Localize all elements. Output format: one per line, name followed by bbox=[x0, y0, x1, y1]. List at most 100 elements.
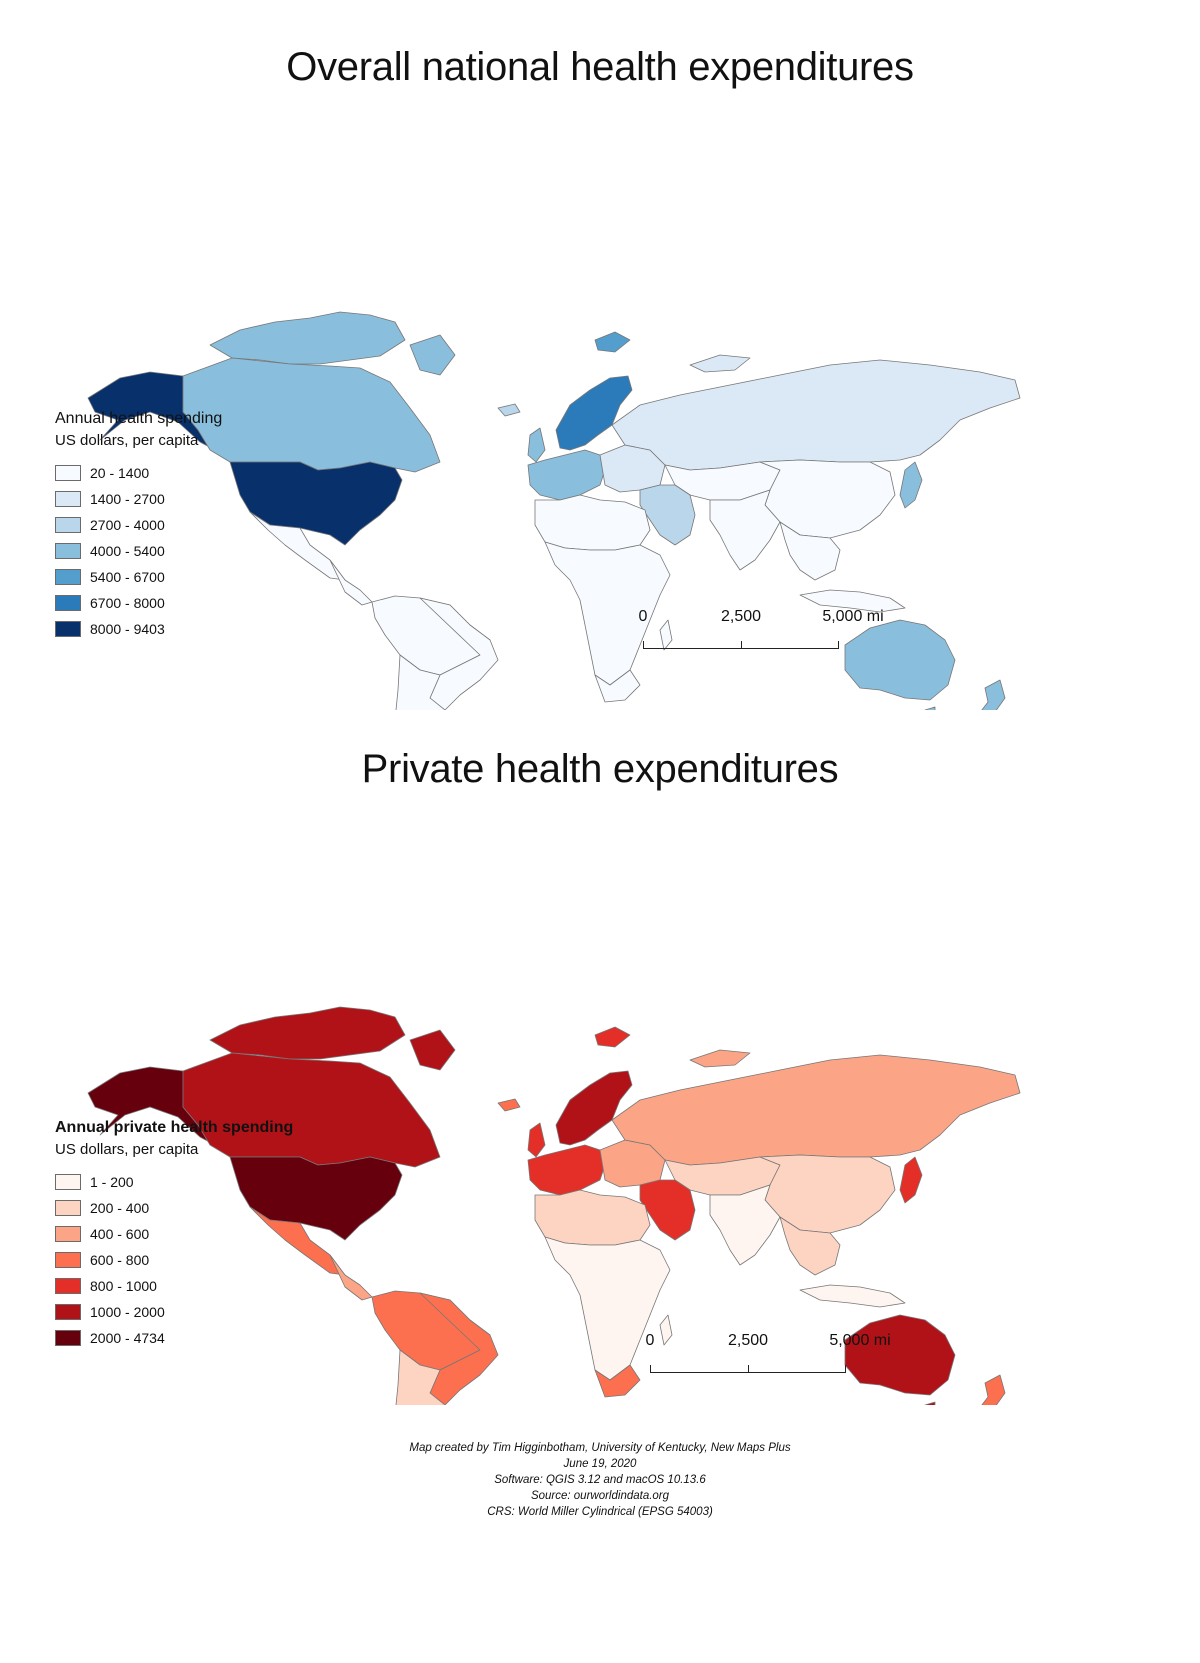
region-tasmania bbox=[924, 706, 936, 710]
legend-item: 400 - 600 bbox=[55, 1221, 293, 1247]
legend-subtitle: US dollars, per capita bbox=[55, 1141, 199, 1158]
region-sub-saharan-africa bbox=[544, 541, 671, 686]
scale-bar-private: 0 2,500 5,000 mi bbox=[646, 1332, 910, 1382]
credit-line: Software: QGIS 3.12 and macOS 10.13.6 bbox=[494, 1474, 706, 1486]
region-alaska bbox=[87, 1066, 216, 1146]
scale-tick bbox=[838, 641, 839, 649]
legend-item: 20 - 1400 bbox=[55, 460, 222, 486]
region-canada-arctic bbox=[209, 311, 406, 365]
legend-label: 200 - 400 bbox=[90, 1200, 150, 1216]
credit-line: CRS: World Miller Cylindrical (EPSG 5400… bbox=[487, 1506, 713, 1518]
scale-label: 2,500 bbox=[720, 608, 762, 625]
region-greenland-ish bbox=[409, 1029, 456, 1071]
scale-label: 2,500 bbox=[727, 1332, 769, 1349]
legend-swatch bbox=[55, 1330, 81, 1346]
legend-swatch bbox=[55, 1200, 81, 1216]
scale-label: 5,000 mi bbox=[829, 1332, 891, 1349]
scale-tick bbox=[748, 1365, 749, 1373]
region-north-africa bbox=[534, 1189, 651, 1246]
region-south-africa bbox=[594, 669, 641, 703]
region-indonesia bbox=[799, 1284, 906, 1308]
legend-item: 5400 - 6700 bbox=[55, 564, 222, 590]
region-canada-arctic bbox=[209, 1006, 406, 1060]
legend-item: 1000 - 2000 bbox=[55, 1299, 293, 1325]
region-japan bbox=[899, 1156, 923, 1204]
legend-item: 1400 - 2700 bbox=[55, 486, 222, 512]
legend-label: 600 - 800 bbox=[90, 1252, 150, 1268]
region-india bbox=[709, 489, 781, 571]
scale-label: 0 bbox=[645, 1332, 655, 1349]
legend-swatch bbox=[55, 595, 81, 611]
legend-swatch bbox=[55, 1174, 81, 1190]
scale-tick bbox=[845, 1365, 846, 1373]
region-svalbard bbox=[594, 1026, 631, 1048]
map-title-private: Private health expenditures bbox=[361, 747, 839, 791]
legend-private: Annual private health spending US dollar… bbox=[55, 1117, 293, 1351]
region-iceland bbox=[497, 403, 521, 417]
region-alaska bbox=[87, 371, 216, 451]
region-southeast-asia bbox=[779, 1216, 841, 1276]
region-uk bbox=[527, 427, 546, 463]
legend-label: 20 - 1400 bbox=[90, 465, 150, 481]
region-middle-east bbox=[639, 1179, 696, 1241]
region-south-america-s bbox=[395, 1349, 446, 1405]
region-middle-east bbox=[639, 484, 696, 546]
legend-label: 6700 - 8000 bbox=[90, 595, 165, 611]
credit-line: Source: ourworldindata.org bbox=[530, 1490, 670, 1502]
legend-swatch bbox=[55, 1226, 81, 1242]
region-brazil bbox=[419, 597, 499, 710]
legend-label: 1000 - 2000 bbox=[90, 1304, 165, 1320]
scale-tick bbox=[643, 641, 644, 649]
scale-tick bbox=[650, 1365, 651, 1373]
region-china bbox=[759, 1154, 896, 1234]
map-title-overall: Overall national health expenditures bbox=[286, 45, 914, 89]
legend-overall: Annual health spending US dollars, per c… bbox=[55, 408, 222, 642]
legend-title: Annual health spending bbox=[55, 410, 223, 427]
legend-subtitle: US dollars, per capita bbox=[55, 432, 199, 449]
legend-item: 2700 - 4000 bbox=[55, 512, 222, 538]
region-madagascar bbox=[659, 619, 673, 651]
scale-bar-overall: 0 2,500 5,000 mi bbox=[639, 608, 903, 658]
legend-item: 2000 - 4734 bbox=[55, 1325, 293, 1351]
world-map-overall bbox=[87, 311, 1021, 710]
region-iceland bbox=[497, 1098, 521, 1112]
legend-swatch bbox=[55, 1304, 81, 1320]
legend-swatch bbox=[55, 517, 81, 533]
region-central-america bbox=[329, 559, 373, 606]
region-sub-saharan-africa bbox=[544, 1236, 671, 1381]
legend-swatch bbox=[55, 465, 81, 481]
legend-item: 6700 - 8000 bbox=[55, 590, 222, 616]
legend-label: 4000 - 5400 bbox=[90, 543, 165, 559]
region-western-europe bbox=[527, 449, 606, 501]
region-new-zealand bbox=[981, 679, 1006, 710]
region-indonesia bbox=[799, 589, 906, 613]
legend-swatch bbox=[55, 1278, 81, 1294]
region-usa bbox=[229, 461, 403, 546]
scale-tick bbox=[741, 641, 742, 649]
legend-label: 1400 - 2700 bbox=[90, 491, 165, 507]
region-japan bbox=[899, 461, 923, 509]
region-india bbox=[709, 1184, 781, 1266]
credit-line: June 19, 2020 bbox=[563, 1458, 637, 1470]
legend-item: 4000 - 5400 bbox=[55, 538, 222, 564]
legend-swatch bbox=[55, 569, 81, 585]
region-arctic-islands bbox=[689, 1049, 751, 1068]
region-svalbard bbox=[594, 331, 631, 353]
legend-item: 800 - 1000 bbox=[55, 1273, 293, 1299]
region-brazil bbox=[419, 1292, 499, 1405]
region-south-america-s bbox=[395, 654, 446, 710]
scale-label: 0 bbox=[638, 608, 648, 625]
legend-swatch bbox=[55, 491, 81, 507]
region-china bbox=[759, 459, 896, 539]
region-south-africa bbox=[594, 1364, 641, 1398]
legend-swatch bbox=[55, 543, 81, 559]
map-credits: Map created by Tim Higginbotham, Univers… bbox=[0, 1440, 1200, 1520]
region-tasmania bbox=[924, 1401, 936, 1405]
legend-item: 1 - 200 bbox=[55, 1169, 293, 1195]
region-madagascar bbox=[659, 1314, 673, 1346]
region-russia bbox=[611, 359, 1021, 471]
region-russia bbox=[611, 1054, 1021, 1166]
region-greenland-ish bbox=[409, 334, 456, 376]
legend-swatch bbox=[55, 1252, 81, 1268]
legend-label: 8000 - 9403 bbox=[90, 621, 165, 637]
